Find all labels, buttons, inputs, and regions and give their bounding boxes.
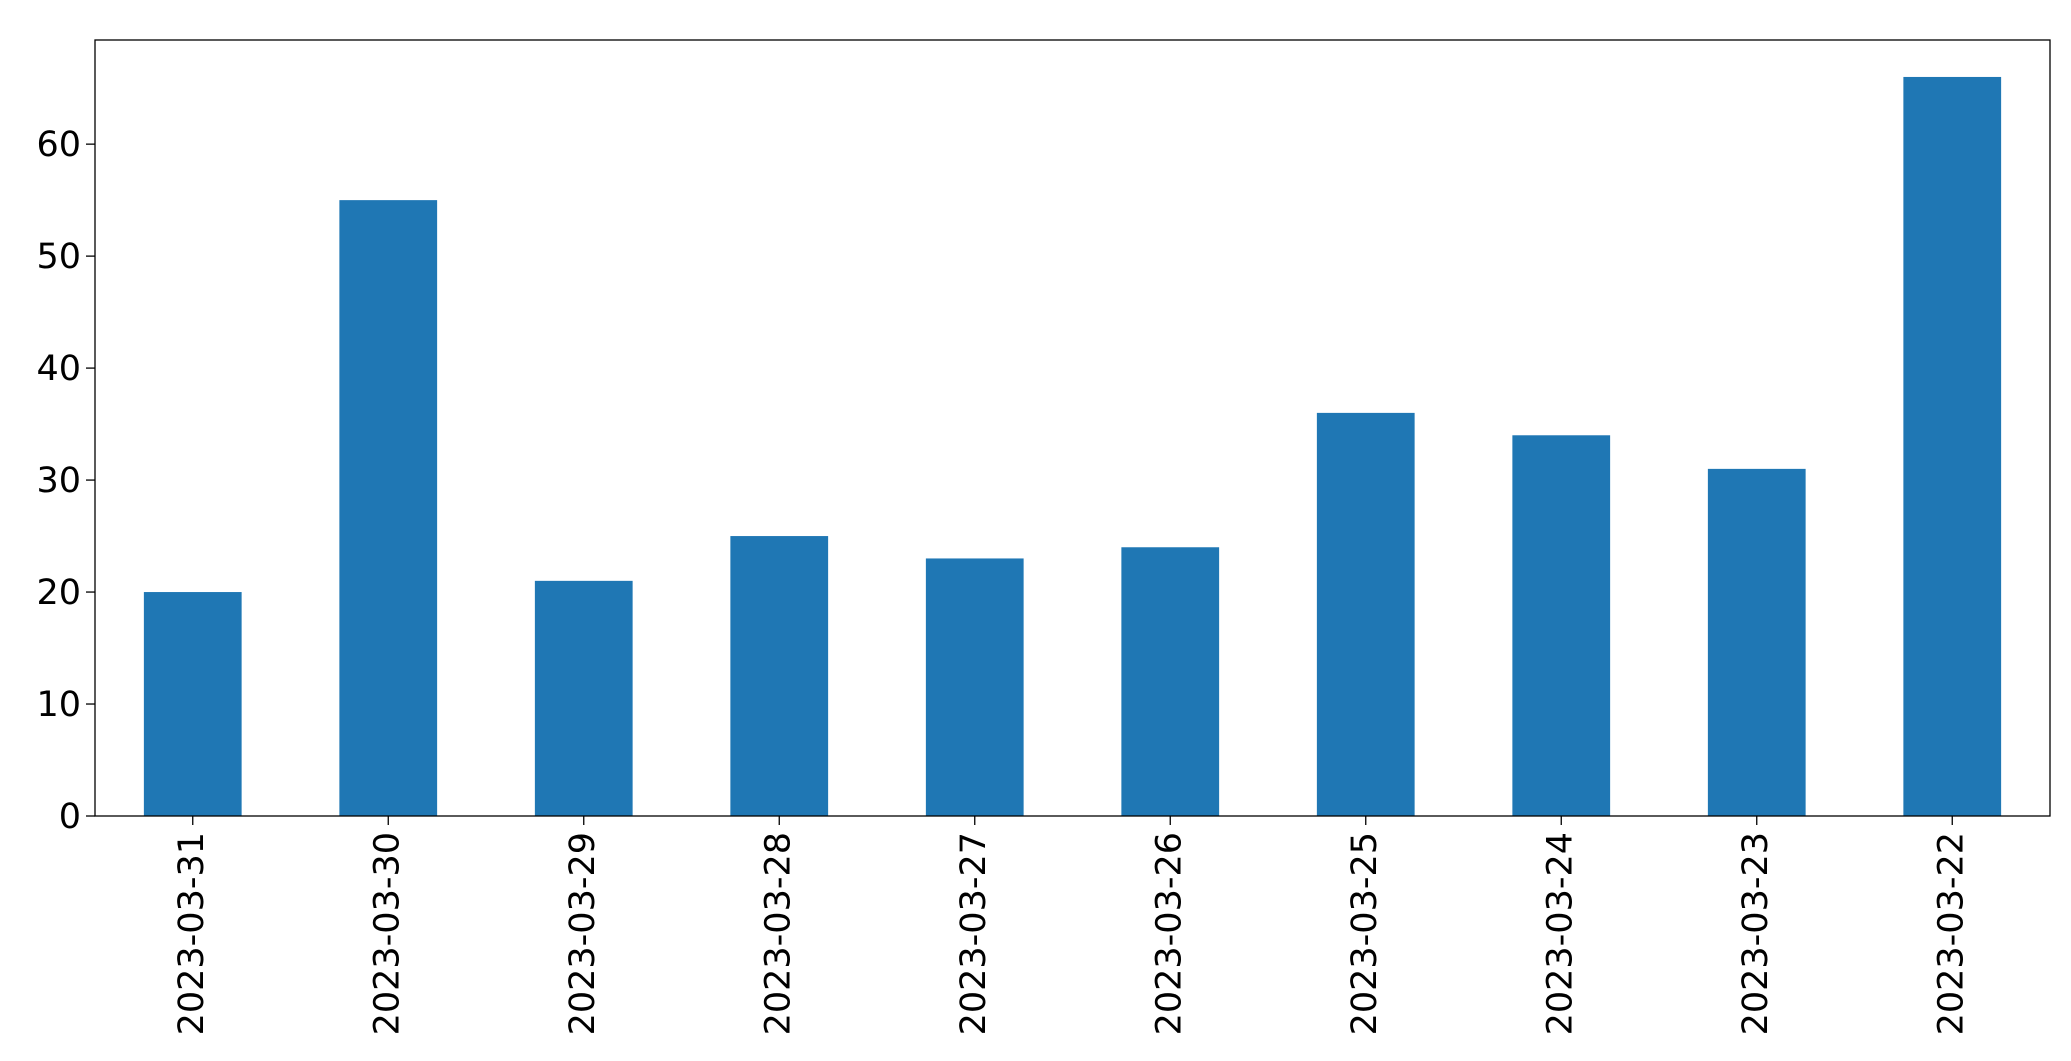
bar [534, 580, 633, 816]
x-tick-label: 2023-03-24 [1540, 832, 1580, 1035]
x-tick-label: 2023-03-29 [563, 832, 603, 1035]
bar [1707, 468, 1806, 816]
bar [925, 558, 1024, 816]
bar [1316, 412, 1415, 816]
bar [1903, 76, 2002, 816]
x-tick-label: 2023-03-31 [172, 832, 212, 1035]
bar [1512, 435, 1611, 816]
y-tick-label: 60 [36, 125, 81, 165]
x-tick-label: 2023-03-25 [1345, 832, 1385, 1035]
y-tick-label: 50 [36, 237, 81, 277]
x-tick-label: 2023-03-22 [1931, 832, 1971, 1035]
x-tick-label: 2023-03-26 [1149, 832, 1189, 1035]
y-tick-label: 30 [36, 461, 81, 501]
y-tick-label: 10 [36, 685, 81, 725]
y-tick-label: 20 [36, 573, 81, 613]
bar [730, 536, 829, 816]
x-tick-label: 2023-03-30 [367, 832, 407, 1035]
bar [1121, 547, 1220, 816]
y-tick-label: 0 [59, 797, 81, 837]
y-tick-label: 40 [36, 349, 81, 389]
bar [339, 200, 438, 817]
x-tick-label: 2023-03-27 [954, 832, 994, 1035]
bar [143, 592, 242, 816]
x-tick-label: 2023-03-23 [1736, 832, 1776, 1035]
x-tick-label: 2023-03-28 [758, 832, 798, 1035]
plot-frame [94, 39, 2051, 817]
